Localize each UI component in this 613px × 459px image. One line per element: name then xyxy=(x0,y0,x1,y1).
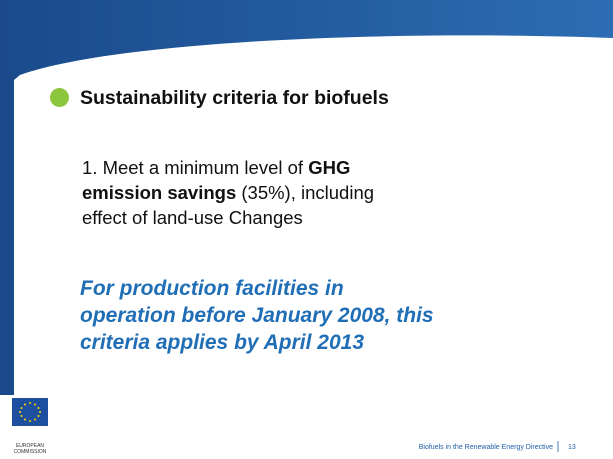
text: 1. Meet a minimum level of xyxy=(82,157,309,178)
footer-title: Biofuels in the Renewable Energy Directi… xyxy=(418,444,553,451)
logo-text: COMMISSION xyxy=(13,449,47,455)
heading: Sustainability criteria for biofuels xyxy=(80,87,389,109)
logo-text: EUROPEAN xyxy=(15,443,45,449)
text: (35%), including effect of land-use Chan… xyxy=(82,182,375,228)
page-number: 13 xyxy=(568,444,576,451)
header-band xyxy=(0,0,613,395)
bullet xyxy=(50,88,69,107)
eu-stars xyxy=(19,402,41,422)
highlight-text: For production facilities in operation b… xyxy=(80,277,434,354)
paragraph: 1. Meet a minimum level of GHG emission … xyxy=(82,155,382,230)
bold-text: GHG emission savings xyxy=(82,157,351,203)
